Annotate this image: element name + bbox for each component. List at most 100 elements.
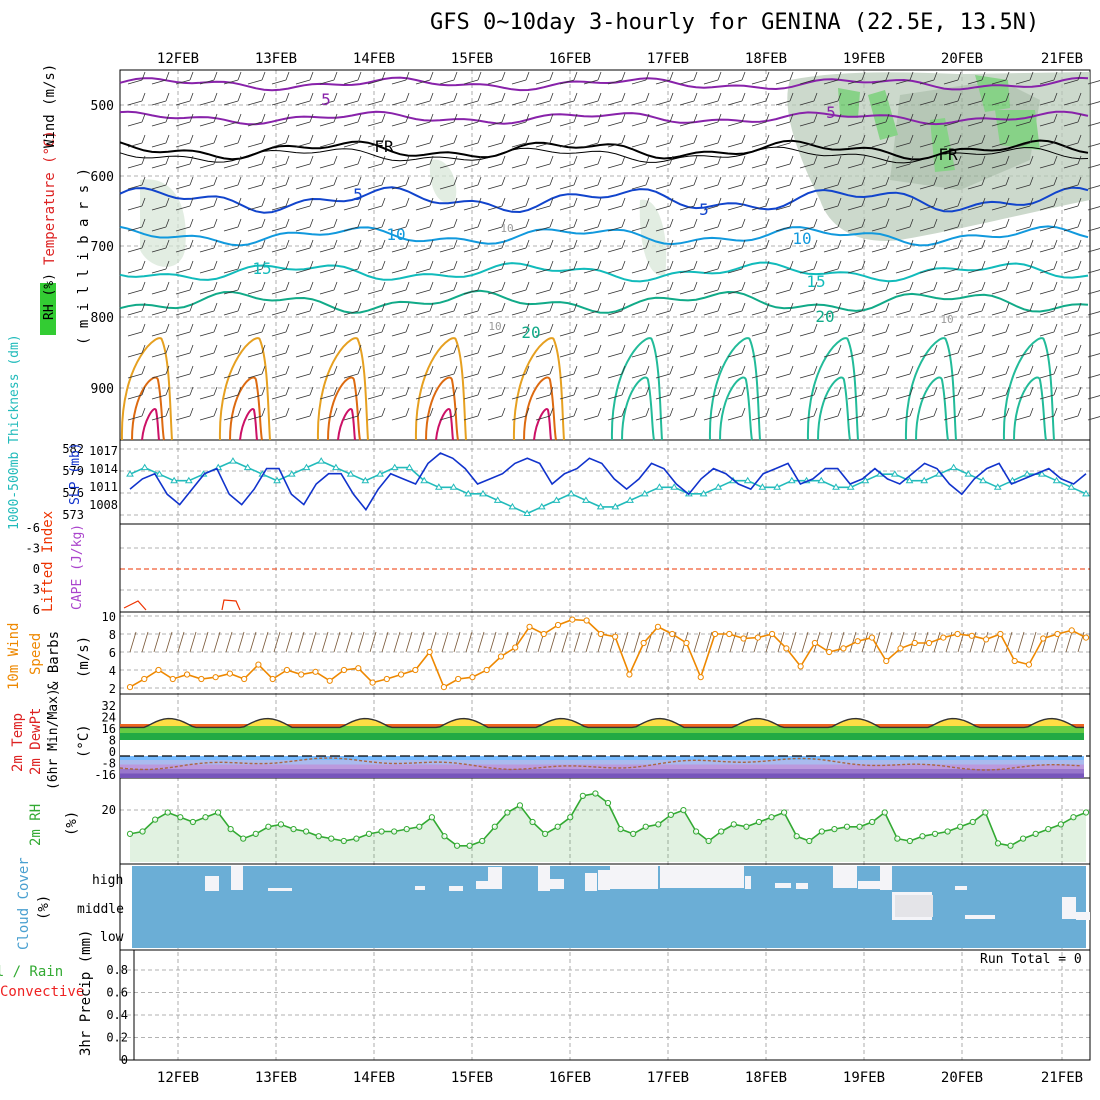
wind-barb <box>247 176 266 190</box>
wind10-barb <box>741 631 749 653</box>
wind-barb <box>487 365 506 379</box>
wind10-barb <box>429 631 437 653</box>
wind-barb <box>871 92 890 106</box>
wind-barb <box>775 323 794 337</box>
thickness-line-point <box>993 483 1002 490</box>
wind-barb <box>943 344 962 358</box>
wind-barb <box>727 92 746 106</box>
wind-barb <box>991 302 1010 316</box>
wind-barb <box>511 197 530 211</box>
wind-barb <box>319 113 338 127</box>
thickness-line-point <box>979 476 987 484</box>
wind-barb <box>439 134 458 148</box>
wind-barb <box>463 407 482 421</box>
wind-barb <box>175 197 194 211</box>
wind-barb <box>727 155 746 169</box>
wind-barb <box>607 323 626 337</box>
wind10-speed-line-point <box>768 630 776 638</box>
thickness-line-point <box>332 463 340 471</box>
wind10-barb <box>489 631 497 653</box>
wind-barb <box>1063 134 1082 148</box>
thickness-line-point <box>1052 476 1061 484</box>
wind-barb <box>343 239 362 253</box>
isotherm-minus10 <box>119 76 1089 92</box>
wind-barb <box>679 386 698 400</box>
wind-barb <box>391 323 410 337</box>
wind-barb <box>175 71 194 85</box>
wind-barb <box>919 302 938 316</box>
wind-barb <box>607 92 626 106</box>
wind-barb <box>679 260 698 274</box>
temp-color-band <box>120 764 1084 769</box>
wind-barb <box>703 134 722 148</box>
wind10-speed-line-point <box>854 638 861 645</box>
temp-color-band <box>120 724 1084 729</box>
wind10-barb <box>369 631 377 653</box>
wind10-barb <box>849 631 857 653</box>
rh2m-line-point <box>994 840 1002 847</box>
thickness-line-point <box>140 463 149 471</box>
wind-barb <box>247 281 266 295</box>
wind-barb <box>391 386 410 400</box>
thickness-line-point <box>523 509 531 516</box>
wind10-speed-line-point <box>569 616 576 623</box>
wind10-speed-line-point <box>1068 627 1075 634</box>
wind-barb <box>463 218 482 232</box>
wind10-barb <box>141 631 149 653</box>
isoline-label: FR <box>374 137 394 156</box>
wind-barb <box>1063 365 1082 379</box>
wind-barb <box>991 365 1010 379</box>
wind-barb <box>559 260 578 274</box>
wind-barb <box>151 155 170 169</box>
wind-barb <box>559 323 578 337</box>
wind-barb <box>991 92 1010 106</box>
precip-tick: 0.6 <box>106 986 128 1000</box>
wind-barb <box>223 344 242 358</box>
wind-barb <box>511 92 530 106</box>
wind-barb <box>199 407 218 421</box>
wind-barb <box>991 197 1010 211</box>
wind-barb <box>703 323 722 337</box>
wind-barb <box>775 113 794 127</box>
wind-barb <box>991 71 1010 85</box>
thickness-line-point <box>287 470 296 477</box>
wind-barb <box>439 260 458 274</box>
wind-barb <box>511 155 530 169</box>
wind10-barb <box>885 631 893 653</box>
wind-barb <box>343 302 362 316</box>
wind-barb <box>1015 386 1034 400</box>
wind-barb <box>1063 218 1082 232</box>
wind-barb <box>535 176 554 190</box>
rh2m-line-point <box>567 814 574 821</box>
rh2m-unit: (%) <box>64 810 80 836</box>
boundary-loop <box>806 337 859 441</box>
wind10-speed-line-point <box>597 630 604 638</box>
rh2m-line-point <box>453 842 461 849</box>
wind-barb <box>439 71 458 85</box>
cloud-block <box>205 876 219 891</box>
wind10-speed-line-point <box>298 671 305 678</box>
wind-barb <box>535 239 554 253</box>
wind-barb <box>223 176 242 190</box>
boundary-loop-core <box>533 408 552 441</box>
wind-barb <box>1015 92 1034 106</box>
wind-barb <box>751 239 770 253</box>
temp-tick: 24 <box>102 711 116 725</box>
wind-barb <box>487 134 506 148</box>
wind10-speed-line-point <box>355 665 362 672</box>
wind10-barb <box>309 631 317 653</box>
wind10-barb <box>621 631 629 653</box>
wind10-barb <box>225 631 233 653</box>
wind-barb <box>535 407 554 421</box>
thickness-tick: 576 <box>62 486 84 500</box>
wind-barb <box>823 365 842 379</box>
wind-barb <box>703 260 722 274</box>
wind10-barb <box>321 631 329 653</box>
wind-barb <box>415 281 434 295</box>
wind-barb <box>775 92 794 106</box>
wind10-barb <box>693 631 701 653</box>
thickness-line-point <box>273 476 281 484</box>
rh2m-line-point <box>340 837 347 845</box>
boundary-loop <box>218 337 271 441</box>
